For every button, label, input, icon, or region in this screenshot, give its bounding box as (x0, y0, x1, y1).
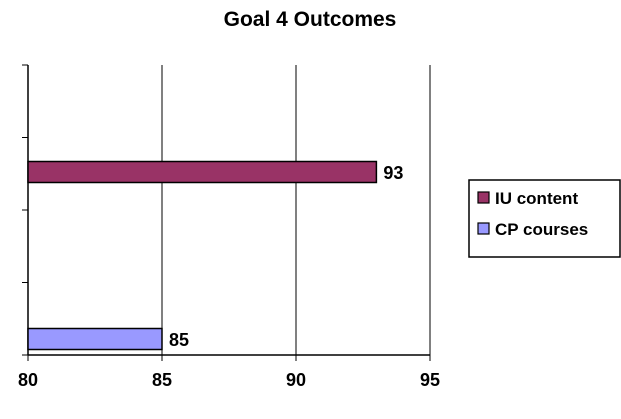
x-tick-label-90: 90 (286, 370, 306, 390)
x-tick-label-95: 95 (420, 370, 440, 390)
data-label-cp-courses: 85 (169, 330, 189, 350)
bar-iu-content (27, 160, 378, 184)
x-tick-label-85: 85 (152, 370, 172, 390)
legend-label-iu-content: IU content (495, 189, 578, 208)
plot-area: 80 85 90 95 93 85 (18, 64, 440, 390)
legend: IU content CP courses (468, 179, 621, 258)
legend-swatch-iu-content (477, 191, 490, 204)
bar-cp-courses (27, 327, 163, 351)
x-tick-label-80: 80 (18, 370, 38, 390)
data-label-iu-content: 93 (383, 163, 403, 183)
legend-label-cp-courses: CP courses (495, 220, 588, 239)
legend-box (468, 179, 621, 258)
chart-title: Goal 4 Outcomes (224, 8, 397, 31)
legend-swatch-cp-courses (477, 222, 490, 235)
